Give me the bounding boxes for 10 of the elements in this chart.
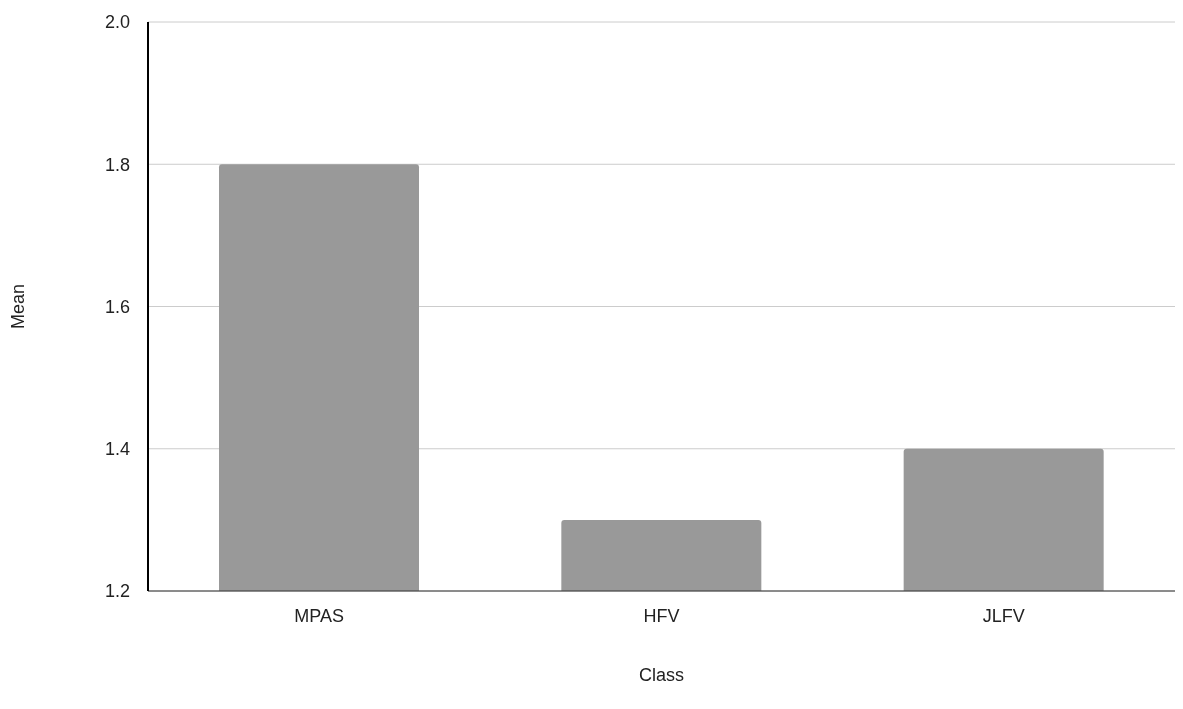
- y-tick-label: 1.6: [104, 296, 130, 317]
- x-tick-label: JLFV: [982, 605, 1025, 626]
- x-tick-label: MPAS: [294, 605, 345, 626]
- y-tick-label: 1.2: [104, 581, 130, 602]
- y-axis-title: Mean: [8, 283, 29, 330]
- y-tick-label: 1.8: [104, 154, 130, 175]
- x-tick-label: HFV: [643, 605, 680, 626]
- x-axis-title: Class: [638, 665, 685, 685]
- y-tick-label: 1.4: [104, 439, 130, 460]
- y-tick-label: 2.0: [104, 12, 130, 33]
